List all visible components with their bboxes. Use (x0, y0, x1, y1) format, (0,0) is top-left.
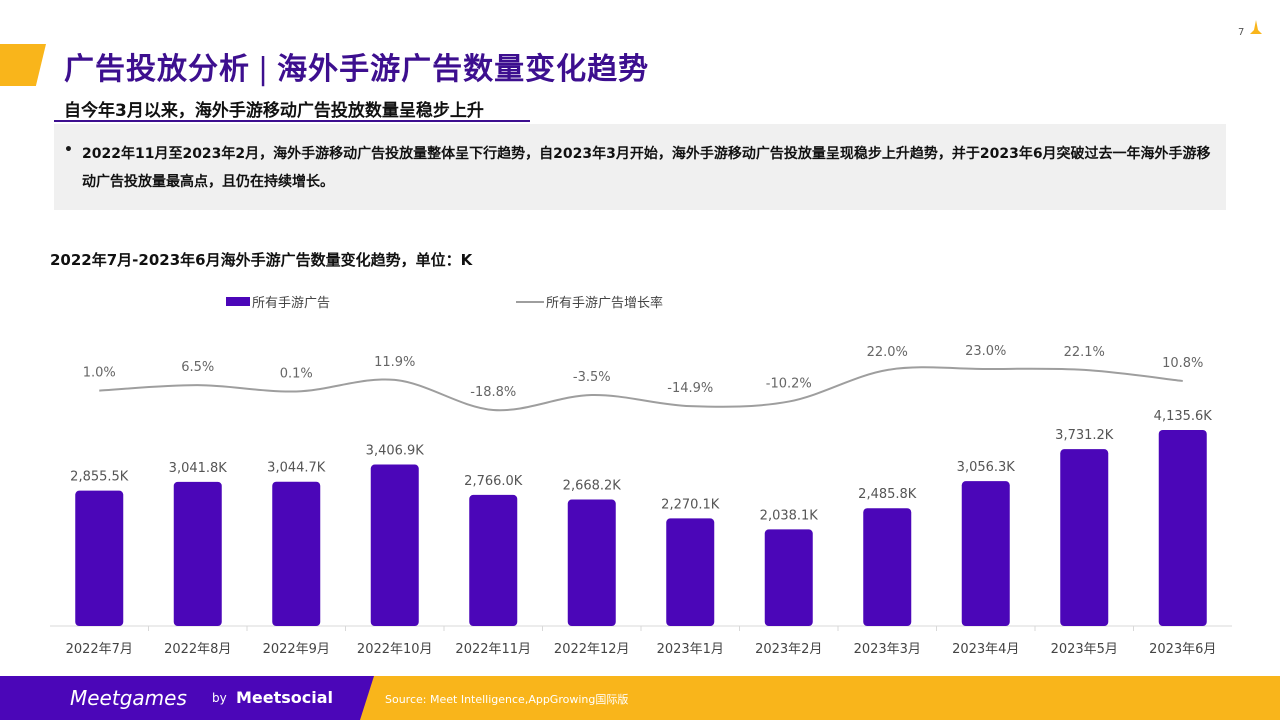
legend-item-bars: 所有手游广告 (226, 292, 330, 311)
growth-rate-line (99, 366, 1183, 412)
bar-6 (567, 499, 616, 626)
x-tick-label-7: 2023年1月 (657, 642, 724, 657)
legend-bar-swatch (226, 297, 250, 306)
chart-title: 2022年7月-2023年6月海外手游广告数量变化趋势，单位：K (50, 251, 473, 269)
x-tick-label-6: 2022年12月 (554, 642, 630, 657)
x-tick-label-11: 2023年5月 (1051, 642, 1118, 657)
footer-source-band (360, 676, 1280, 720)
line-label-8: -10.2% (766, 377, 812, 392)
line-label-4: 11.9% (374, 355, 415, 370)
bar-label-12: 4,135.6K (1154, 409, 1213, 424)
line-label-9: 22.0% (867, 345, 908, 360)
bar-7 (666, 518, 715, 626)
bar-12 (1158, 430, 1207, 626)
legend-line-swatch (516, 300, 544, 303)
line-label-7: -14.9% (667, 381, 713, 396)
page-title: 广告投放分析 | 海外手游广告数量变化趋势 (64, 44, 649, 88)
summary-box (54, 124, 1226, 210)
x-tick-label-1: 2022年7月 (66, 642, 133, 657)
source-text: Source: Meet Intelligence,AppGrowing国际版 (385, 693, 629, 706)
bar-label-7: 2,270.1K (661, 497, 720, 512)
title-part1: 广告投放分析 (64, 52, 250, 87)
bar-label-11: 3,731.2K (1055, 428, 1114, 443)
x-tick-label-2: 2022年8月 (164, 642, 231, 657)
x-tick-label-4: 2022年10月 (357, 642, 433, 657)
chart-area: 2,855.5K 2022年7月 3,041.8K 2022年8月 3,044.7K 20… (50, 344, 1232, 657)
line-label-6: -3.5% (573, 370, 611, 385)
corner-logo-icon (1250, 20, 1262, 34)
bar-11 (1060, 449, 1109, 626)
summary-text: 2022年11月至2023年2月，海外手游移动广告投放量整体呈下行趋势，自202… (82, 146, 1211, 190)
bar-label-6: 2,668.2K (563, 479, 622, 494)
line-label-5: -18.8% (470, 385, 516, 400)
bar-9 (863, 508, 912, 626)
bar-label-3: 3,044.7K (267, 461, 326, 476)
bar-label-2: 3,041.8K (169, 461, 228, 476)
bar-5 (469, 494, 518, 626)
line-label-2: 6.5% (181, 360, 214, 375)
section-subtitle: 自今年3月以来，海外手游移动广告投放数量呈稳步上升 (64, 101, 484, 121)
bar-label-8: 2,038.1K (760, 508, 819, 523)
bar-label-1: 2,855.5K (70, 470, 129, 485)
legend-item-line: 所有手游广告增长率 (516, 292, 663, 311)
bar-4 (370, 464, 419, 626)
bar-3 (272, 481, 321, 626)
x-tick-label-12: 2023年6月 (1149, 642, 1216, 657)
bar-8 (764, 529, 813, 626)
summary-bullet: • (64, 142, 73, 158)
x-tick-label-8: 2023年2月 (755, 642, 822, 657)
subtitle-underline (54, 120, 530, 122)
bar-1 (75, 490, 124, 626)
x-tick-label-9: 2023年3月 (854, 642, 921, 657)
legend-label-bars: 所有手游广告 (252, 296, 331, 311)
bar-label-5: 2,766.0K (464, 474, 523, 489)
footer-brand-band (0, 676, 374, 720)
title-separator: | (258, 52, 270, 87)
legend-label-line: 所有手游广告增长率 (546, 296, 664, 311)
bar-label-9: 2,485.8K (858, 487, 917, 502)
line-label-12: 10.8% (1162, 356, 1203, 371)
bar-label-4: 3,406.9K (366, 444, 425, 459)
page-number: 7 (1238, 27, 1245, 38)
bar-label-10: 3,056.3K (957, 460, 1016, 475)
line-label-1: 1.0% (83, 366, 116, 381)
brand-meetsocial-logo: Meetsocial (236, 688, 334, 707)
line-label-3: 0.1% (280, 366, 313, 381)
x-tick-label-3: 2022年9月 (263, 642, 330, 657)
brand-meetgames-logo: Meetgames (70, 686, 187, 710)
x-tick-label-5: 2022年11月 (455, 642, 531, 657)
brand-by-text: by (212, 691, 227, 705)
line-label-10: 23.0% (965, 344, 1006, 359)
x-tick-label-10: 2023年4月 (952, 642, 1019, 657)
bar-10 (961, 481, 1010, 626)
line-label-11: 22.1% (1064, 345, 1105, 360)
bar-2 (173, 481, 222, 626)
title-part2: 海外手游广告数量变化趋势 (277, 52, 650, 87)
